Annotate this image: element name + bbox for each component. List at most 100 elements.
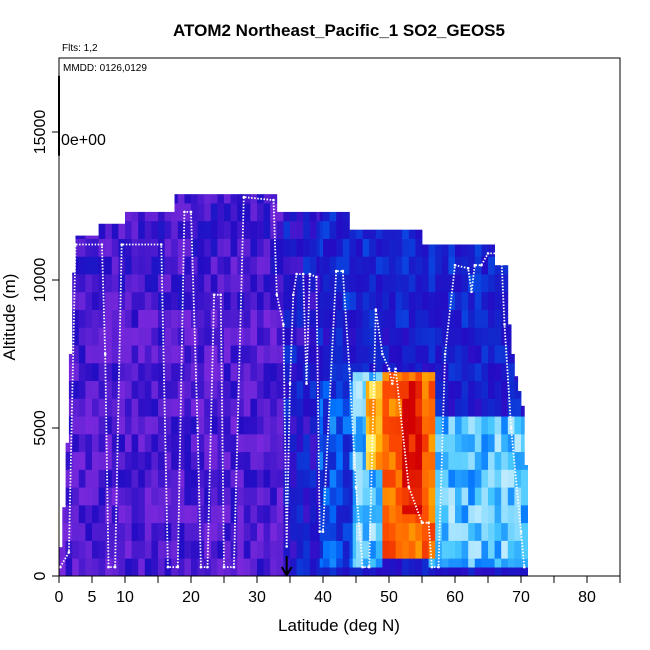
heatmap-cell (356, 549, 360, 559)
heatmap-cell (379, 354, 383, 364)
heatmap-cell (359, 336, 363, 346)
heatmap-cell (125, 220, 129, 231)
heatmap-cell (266, 522, 271, 532)
heatmap-cell (441, 354, 446, 364)
heatmap-cell (461, 256, 466, 266)
heatmap-cell (303, 433, 307, 444)
heatmap-cell (441, 274, 446, 284)
heatmap-cell (82, 256, 86, 266)
heatmap-cell (303, 282, 307, 293)
heatmap-cell (134, 247, 139, 257)
heatmap-cell (273, 487, 278, 497)
heatmap-cell (313, 362, 317, 373)
heatmap-cell (270, 496, 274, 506)
heatmap-cell (405, 425, 410, 435)
heatmap-cell (458, 327, 462, 337)
heatmap-cell (365, 274, 370, 284)
heatmap-cell (352, 247, 357, 257)
heatmap-cell (128, 389, 132, 399)
heatmap-cell (214, 425, 218, 435)
heatmap-cell (207, 274, 212, 284)
heatmap-cell (319, 460, 324, 470)
heatmap-cell (118, 371, 123, 382)
heatmap-cell (65, 549, 70, 559)
heatmap-cell (273, 460, 278, 470)
heatmap-cell (200, 558, 205, 568)
heatmap-cell (220, 274, 225, 284)
heatmap-cell (214, 194, 218, 204)
heatmap-cell (263, 398, 268, 408)
heatmap-cell (379, 540, 383, 550)
heatmap-cell (273, 194, 278, 204)
heatmap-cell (428, 407, 433, 417)
heatmap-cell (415, 540, 420, 550)
heatmap-cell (78, 567, 83, 577)
heatmap-cell (141, 362, 146, 373)
heatmap-cell (154, 291, 159, 302)
heatmap-cell (339, 345, 344, 355)
heatmap-cell (313, 522, 317, 532)
heatmap-cell (224, 442, 228, 453)
heatmap-cell (276, 265, 281, 275)
heatmap-cell (316, 274, 321, 284)
heatmap-cell (309, 362, 314, 373)
heatmap-cell (105, 327, 109, 337)
heatmap-cell (111, 336, 116, 346)
heatmap-cell (464, 291, 469, 302)
heatmap-cell (382, 398, 387, 408)
heatmap-cell (227, 487, 231, 497)
heatmap-cell (187, 478, 192, 488)
heatmap-cell (108, 291, 113, 302)
heatmap-cell (293, 220, 297, 231)
heatmap-cell (266, 354, 271, 364)
heatmap-cell (435, 540, 439, 550)
heatmap-cell (441, 247, 446, 257)
heatmap-cell (200, 522, 205, 532)
heatmap-cell (283, 336, 288, 346)
heatmap-cell (101, 487, 106, 497)
heatmap-cell (395, 318, 400, 328)
heatmap-cell (200, 451, 205, 461)
heatmap-cell (385, 442, 390, 453)
heatmap-cell (382, 371, 387, 382)
heatmap-cell (385, 354, 390, 364)
heatmap-cell (309, 540, 314, 550)
heatmap-cell (243, 336, 248, 346)
heatmap-cell (220, 291, 225, 302)
heatmap-cell (98, 487, 103, 497)
heatmap-cell (395, 354, 400, 364)
heatmap-cell (227, 247, 231, 257)
heatmap-cell (98, 256, 103, 266)
heatmap-cell (263, 247, 268, 257)
heatmap-cell (240, 531, 245, 541)
heatmap-cell (332, 478, 337, 488)
heatmap-cell (385, 460, 390, 470)
heatmap-cell (167, 354, 172, 364)
heatmap-cell (138, 567, 142, 577)
heatmap-cell (121, 531, 126, 541)
heatmap-cell (441, 531, 446, 541)
heatmap-cell (184, 540, 189, 550)
heatmap-cell (342, 398, 347, 408)
heatmap-cell (191, 327, 195, 337)
heatmap-cell (158, 407, 162, 417)
heatmap-cell (250, 362, 255, 373)
heatmap-cell (161, 327, 165, 337)
heatmap-cell (227, 469, 231, 479)
heatmap-cell (273, 407, 278, 417)
heatmap-cell (82, 380, 86, 390)
heatmap-cell (253, 469, 258, 479)
heatmap-cell (422, 416, 426, 426)
heatmap-cell (464, 425, 469, 435)
heatmap-cell (422, 531, 426, 541)
heatmap-cell (250, 531, 255, 541)
heatmap-cell (448, 558, 453, 568)
heatmap-cell (309, 238, 314, 248)
heatmap-cell (214, 274, 218, 284)
heatmap-cell (448, 291, 453, 302)
heatmap-cell (455, 496, 459, 506)
heatmap-cell (230, 540, 235, 550)
heatmap-cell (174, 203, 179, 213)
heatmap-cell (375, 478, 380, 488)
heatmap-cell (273, 220, 278, 231)
